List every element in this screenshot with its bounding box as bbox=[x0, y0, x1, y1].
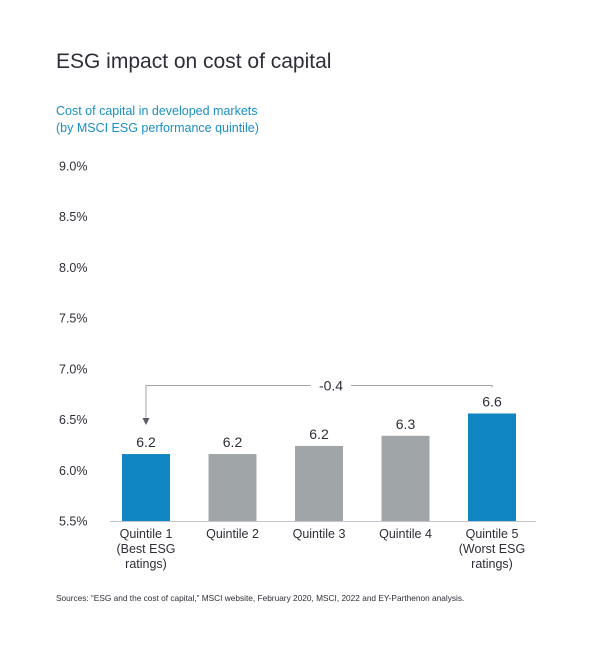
y-tick-label: 7.5% bbox=[59, 312, 88, 326]
data-label: 6.3 bbox=[396, 416, 416, 432]
data-label: 6.2 bbox=[136, 434, 156, 450]
x-tick-label: Quintile 3 bbox=[293, 527, 346, 541]
bar bbox=[208, 454, 257, 521]
data-label: 6.6 bbox=[482, 393, 502, 409]
x-tick-label: ratings) bbox=[125, 557, 167, 571]
x-tick-label: Quintile 5 bbox=[466, 527, 519, 541]
x-tick-label: (Worst ESG bbox=[459, 542, 525, 556]
y-tick-label: 8.0% bbox=[59, 261, 88, 275]
chart-subtitle: Cost of capital in developed markets (by… bbox=[56, 103, 259, 137]
data-label: 6.2 bbox=[223, 434, 243, 450]
y-tick-label: 7.0% bbox=[59, 362, 88, 376]
source-note: Sources: “ESG and the cost of capital,” … bbox=[56, 593, 465, 603]
annotation-gap bbox=[311, 376, 351, 395]
y-tick-label: 6.0% bbox=[59, 464, 88, 478]
y-tick-label: 5.5% bbox=[59, 515, 88, 529]
bar bbox=[122, 454, 170, 521]
bar bbox=[381, 435, 430, 521]
data-label: 6.2 bbox=[309, 426, 329, 442]
difference-label: -0.4 bbox=[319, 378, 343, 394]
x-tick-label: Quintile 1 bbox=[120, 527, 173, 541]
y-tick-label: 6.5% bbox=[59, 413, 88, 427]
subtitle-line-1: Cost of capital in developed markets bbox=[56, 104, 258, 118]
chart-title: ESG impact on cost of capital bbox=[56, 50, 332, 73]
bar bbox=[468, 413, 516, 521]
y-tick-label: 8.5% bbox=[59, 210, 88, 224]
bar bbox=[295, 445, 343, 521]
arrowhead bbox=[142, 418, 150, 426]
y-tick-label: 9.0% bbox=[59, 160, 88, 174]
x-tick-label: (Best ESG bbox=[116, 542, 175, 556]
subtitle-line-2: (by MSCI ESG performance quintile) bbox=[56, 121, 259, 135]
x-tick-label: ratings) bbox=[471, 557, 513, 571]
x-tick-label: Quintile 4 bbox=[379, 527, 432, 541]
x-tick-label: Quintile 2 bbox=[206, 527, 259, 541]
